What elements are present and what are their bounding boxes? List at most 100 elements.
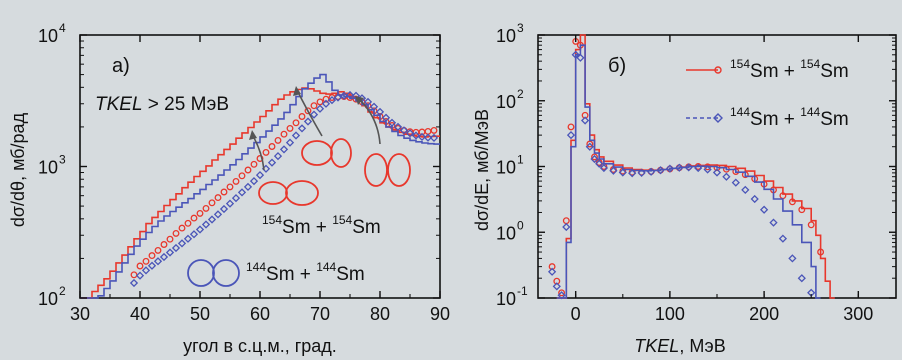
arrow-line [252,135,265,171]
data-point-circle [166,235,174,243]
legend-label: 144Sm + 144Sm [730,105,849,130]
data-point-diamond [656,166,665,175]
data-point-circle [424,127,432,135]
nucleus-shape [212,259,240,287]
data-point-circle [567,123,575,131]
data-point-diamond [797,274,806,283]
legend-marker [714,66,722,74]
data-point-circle [136,262,144,270]
data-point-diamond [585,142,594,151]
series-2 [556,44,821,299]
red-nuclei [258,138,411,206]
data-point-diamond [153,257,163,266]
data-point-diamond [381,113,391,122]
data-point-diamond [237,188,247,197]
y-tick-label: 10 [496,223,516,243]
data-point-diamond [609,166,618,175]
arrowhead [355,96,364,105]
data-point-circle [190,214,198,222]
y-tick-label: 10 [38,289,58,309]
panel-b-xlabel: TKEL, МэВ [634,336,725,356]
data-point-diamond [177,239,187,248]
data-point-diamond [219,204,229,214]
data-point-circle [591,153,598,161]
data-point-circle [304,107,312,115]
data-point-diamond [231,193,241,203]
panel-a-marks [80,73,440,299]
panel-a-xlabel: угол в с.ц.м., град. [183,336,337,356]
data-point-diamond [225,199,235,208]
data-point-diamond [333,93,343,102]
panel-a-annotation-italic: TKEL [95,94,143,115]
data-point-circle [208,199,216,207]
y-tick-exponent: 1 [517,153,524,167]
data-point-diamond [788,254,797,263]
data-point-circle [250,160,258,168]
data-point-diamond [297,124,307,133]
data-point-diamond [557,291,566,300]
y-tick-label: 10 [496,158,516,178]
x-tick-label: 90 [430,304,450,324]
data-point-diamond [399,126,409,135]
data-point-circle [178,224,186,232]
data-point-circle [280,130,288,138]
data-point-diamond [165,248,175,257]
y-tick-exponent: 3 [59,153,66,167]
x-tick-label: 50 [190,304,210,324]
data-point-diamond [722,172,731,181]
data-point-diamond [267,158,277,167]
data-point-diamond [273,151,283,161]
series-label-144: 144Sm + 144Sm [246,260,365,285]
data-point-diamond [213,210,223,219]
series-step-line [556,44,821,299]
data-point-diamond [552,282,561,291]
data-point-circle [268,143,276,150]
data-point-diamond [595,159,604,168]
data-point-diamond [321,99,331,108]
legend-item-144: 144Sm + 144Sm [686,105,849,130]
panel-a-arrows [252,91,381,171]
data-point-circle [196,209,204,217]
data-point-circle [274,136,282,144]
data-point-diamond [345,90,355,100]
nucleus-shape [364,153,388,187]
data-point-diamond [580,116,590,125]
data-point-diamond [309,110,319,119]
nucleus-shape [285,180,319,206]
y-tick-exponent: 2 [59,284,66,298]
x-tick-label: 300 [843,304,873,324]
y-tick-label: 10 [38,158,58,178]
data-point-diamond [618,168,627,177]
data-point-circle [172,229,180,237]
data-point-diamond [731,178,740,187]
data-point-circle [262,148,270,156]
data-point-circle [202,204,210,212]
data-point-diamond [159,252,169,262]
panel-a-arrowheads [249,86,364,140]
data-point-circle [226,183,234,191]
nucleus-shape [187,259,215,287]
data-point-circle [586,140,594,148]
data-point-circle [562,217,570,225]
data-point-diamond [129,278,139,288]
data-point-circle [238,172,246,180]
data-point-diamond [547,267,557,276]
data-point-diamond [411,131,421,140]
data-point-diamond [712,168,722,177]
series-step-line [80,73,440,299]
blue-nuclei [187,259,240,287]
y-tick-label: 10 [496,26,516,46]
data-point-diamond [255,170,265,180]
data-point-diamond [741,185,750,195]
data-point-diamond [769,218,778,227]
y-tick-exponent: 0 [517,218,524,232]
data-point-diamond [279,145,289,154]
data-point-circle [130,271,138,279]
data-point-diamond [303,117,313,126]
data-point-circle [256,155,264,162]
nucleus-shape [301,140,333,166]
data-point-circle [292,119,300,127]
